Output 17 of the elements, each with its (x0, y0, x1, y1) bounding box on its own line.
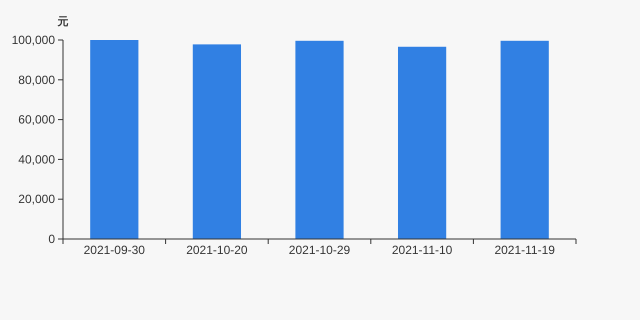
x-tick-label: 2021-09-30 (84, 243, 146, 257)
y-tick-label: 20,000 (18, 192, 56, 206)
y-tick-label: 0 (48, 232, 56, 246)
y-tick-label: 40,000 (18, 152, 56, 166)
y-tick-label: 80,000 (18, 72, 56, 87)
y-axis-title: 元 (56, 16, 68, 28)
bar (192, 44, 242, 239)
x-tick-label: 2021-10-20 (186, 243, 248, 257)
x-tick-label: 2021-10-29 (288, 243, 351, 257)
bar (500, 40, 549, 239)
y-tick-label: 60,000 (18, 112, 56, 127)
bar (90, 40, 138, 239)
bar (398, 46, 446, 239)
y-tick-label: 100,000 (12, 33, 56, 47)
x-tick-label: 2021-11-10 (392, 243, 453, 257)
bar (295, 40, 344, 239)
x-tick-label: 2021-11-19 (494, 243, 556, 257)
